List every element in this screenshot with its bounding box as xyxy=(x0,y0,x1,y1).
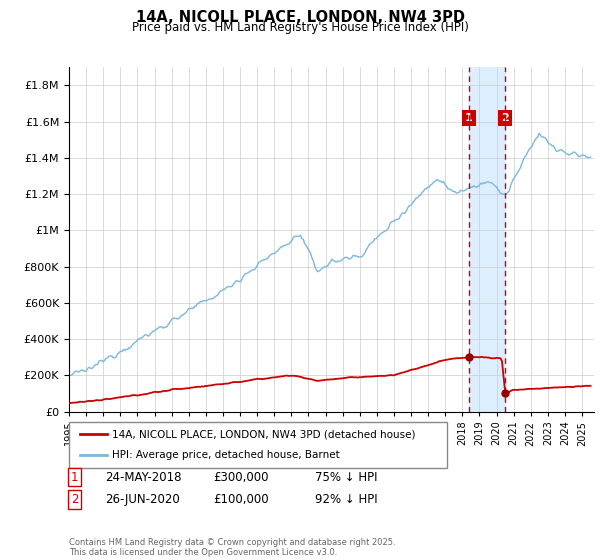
Text: 75% ↓ HPI: 75% ↓ HPI xyxy=(315,470,377,484)
Text: 14A, NICOLL PLACE, LONDON, NW4 3PD (detached house): 14A, NICOLL PLACE, LONDON, NW4 3PD (deta… xyxy=(112,429,416,439)
Text: 1: 1 xyxy=(465,113,473,123)
Text: 26-JUN-2020: 26-JUN-2020 xyxy=(105,493,180,506)
Text: 14A, NICOLL PLACE, LONDON, NW4 3PD: 14A, NICOLL PLACE, LONDON, NW4 3PD xyxy=(136,10,464,25)
Bar xyxy=(469,67,505,412)
Text: £300,000: £300,000 xyxy=(213,470,269,484)
FancyBboxPatch shape xyxy=(69,422,447,468)
Text: 1: 1 xyxy=(71,470,78,484)
Text: 92% ↓ HPI: 92% ↓ HPI xyxy=(315,493,377,506)
Text: 24-MAY-2018: 24-MAY-2018 xyxy=(105,470,182,484)
Text: Contains HM Land Registry data © Crown copyright and database right 2025.
This d: Contains HM Land Registry data © Crown c… xyxy=(69,538,395,557)
Text: 2: 2 xyxy=(501,113,509,123)
Text: HPI: Average price, detached house, Barnet: HPI: Average price, detached house, Barn… xyxy=(112,450,340,460)
Text: Price paid vs. HM Land Registry's House Price Index (HPI): Price paid vs. HM Land Registry's House … xyxy=(131,21,469,34)
Text: £100,000: £100,000 xyxy=(213,493,269,506)
Text: 2: 2 xyxy=(71,493,78,506)
